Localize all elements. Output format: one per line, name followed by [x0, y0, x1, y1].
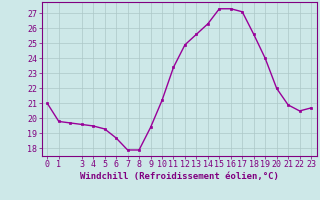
X-axis label: Windchill (Refroidissement éolien,°C): Windchill (Refroidissement éolien,°C) — [80, 172, 279, 181]
